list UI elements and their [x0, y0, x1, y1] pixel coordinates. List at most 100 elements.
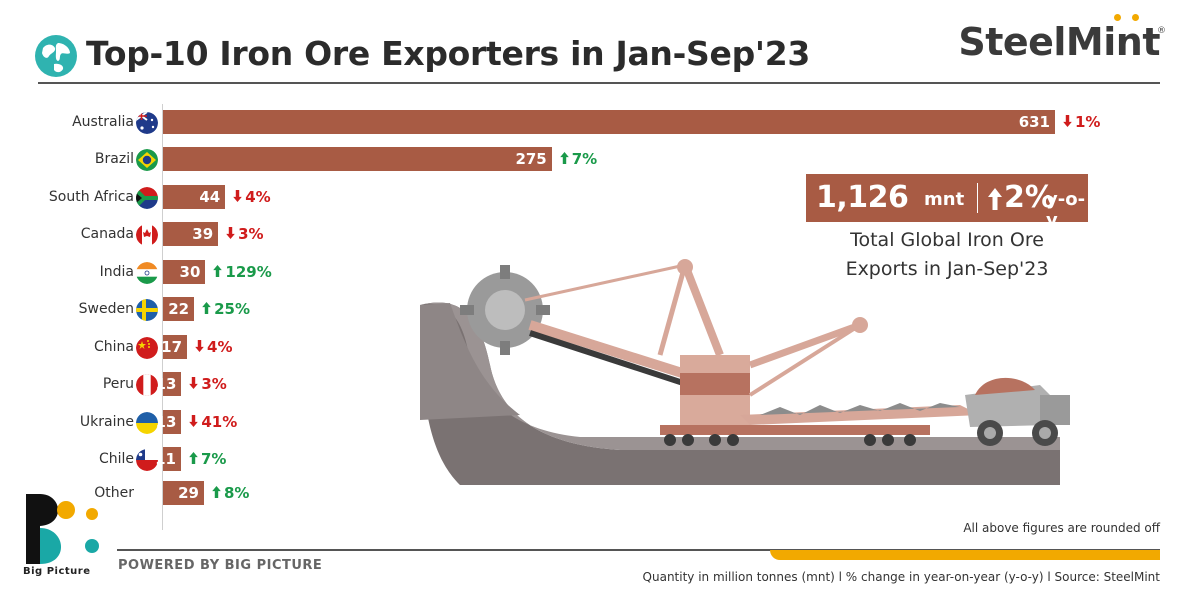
big-picture-logo	[26, 494, 99, 564]
rounding-note: All above figures are rounded off	[963, 521, 1160, 535]
footer-legend: Quantity in million tonnes (mnt) l % cha…	[642, 570, 1160, 584]
bar	[163, 222, 219, 246]
footer-accent-bar	[770, 550, 1160, 560]
bar-row-india: India 30 129%	[0, 260, 1200, 286]
flag-chile-icon	[136, 449, 158, 471]
header-divider	[38, 82, 1160, 84]
bar	[163, 110, 1055, 134]
change-value: 3%	[238, 225, 264, 243]
mining-illustration	[420, 259, 1070, 485]
header: Top-10 Iron Ore Exporters in Jan-Sep'23 …	[0, 0, 1200, 84]
summary-total-value: 1,126	[816, 180, 909, 215]
category-label: Ukraine	[79, 414, 134, 430]
summary-caption-line2: Exports in Jan-Sep'23	[845, 258, 1049, 280]
change-label: 1%	[1063, 113, 1100, 131]
chart-axis-line	[162, 104, 163, 530]
change-label: 3%	[226, 225, 264, 243]
category-label: South Africa	[48, 189, 134, 205]
change-label: 3%	[189, 375, 227, 393]
arrow-down-icon	[195, 340, 204, 352]
bar-row-china: China 17 4%	[0, 335, 1200, 361]
bar-value-label: 17	[161, 338, 183, 356]
bar	[163, 481, 204, 505]
bar	[163, 297, 195, 321]
category-label: Australia	[72, 114, 134, 130]
bar-value-label: 39	[192, 225, 214, 243]
arrow-up-icon	[202, 302, 211, 314]
powered-by-label: POWERED BY BIG PICTURE	[118, 558, 323, 573]
summary-caption-line1: Total Global Iron Ore	[850, 229, 1044, 251]
change-label: 25%	[202, 300, 250, 318]
bar-value-label: 631	[1018, 113, 1050, 131]
category-label: Peru	[102, 376, 134, 392]
bar-value-label: 29	[178, 484, 199, 502]
change-label: 7%	[189, 450, 226, 468]
bar	[163, 447, 181, 471]
bar-value-label: 44	[199, 188, 221, 206]
arrow-down-icon	[1063, 115, 1072, 127]
change-label: 129%	[213, 263, 272, 281]
change-value: 3%	[201, 375, 227, 393]
bar-row-sweden: Sweden 22 25%	[0, 297, 1200, 323]
bar-row-peru: Peru 13 3%	[0, 372, 1200, 398]
bar	[163, 335, 188, 359]
category-label: Canada	[80, 226, 134, 242]
arrow-down-icon	[189, 377, 199, 389]
flag-china-icon	[136, 337, 158, 359]
change-value: 7%	[201, 450, 227, 468]
category-label: Chile	[98, 451, 134, 467]
arrow-up-icon	[988, 188, 1002, 210]
bar-row-australia: Australia 631 1%	[0, 110, 1200, 136]
flag-sweden-icon	[136, 299, 158, 321]
big-picture-label: Big Picture	[23, 566, 91, 577]
flag-peru-icon	[136, 374, 158, 396]
bar-row-ukraine: Ukraine 13 41%	[0, 410, 1200, 436]
brand-logo: SteelMint	[958, 20, 1160, 64]
summary-caption: Total Global Iron Ore Exports in Jan-Sep…	[806, 226, 1088, 284]
bar-chart: Australia 631 1% Brazil 275 7% South Africa 44 4…	[0, 90, 1200, 530]
bar	[163, 372, 182, 396]
summary-box: 1,126 mnt 2% y-o-y	[806, 174, 1088, 231]
arrow-down-icon	[233, 190, 242, 202]
change-value: 4%	[207, 338, 233, 356]
change-value: 8%	[223, 484, 250, 502]
bar-row-chile: Chile 11 7%	[0, 447, 1200, 473]
category-label: Brazil	[94, 151, 134, 167]
arrow-up-icon	[212, 486, 221, 498]
bar-row-south-africa: South Africa 44 4%	[0, 185, 1200, 211]
change-value: 7%	[571, 150, 598, 168]
change-label: 4%	[195, 338, 233, 356]
change-value: 41%	[201, 413, 238, 431]
bar	[163, 260, 206, 284]
bar-value-label: 30	[179, 263, 201, 281]
bar-value-label: 22	[168, 300, 190, 318]
arrow-down-icon	[189, 415, 199, 427]
flag-australia-icon	[136, 112, 158, 134]
category-label: Other	[94, 485, 134, 501]
flag-south-africa-icon	[136, 187, 158, 209]
bar-row-canada: Canada 39 3%	[0, 222, 1200, 248]
category-label: China	[94, 339, 134, 355]
footer-divider	[117, 549, 1160, 551]
summary-change: 2%	[1004, 180, 1055, 215]
bar-value-label: 13	[155, 413, 177, 431]
flag-ukraine-icon	[136, 412, 158, 434]
page-title: Top-10 Iron Ore Exporters in Jan-Sep'23	[86, 34, 811, 73]
brand-dots	[1112, 14, 1142, 24]
summary-separator	[977, 183, 978, 213]
summary-unit: mnt	[924, 189, 965, 210]
summary-change-label: y-o-y	[1046, 189, 1086, 231]
bar-row-other: Other 29 8%	[0, 481, 1200, 507]
change-label: 41%	[189, 413, 237, 431]
brand-registered-mark: ®	[1157, 26, 1166, 36]
bar-value-label: 13	[155, 375, 177, 393]
change-value: 1%	[1075, 113, 1101, 131]
change-label: 8%	[212, 484, 249, 502]
category-label: Sweden	[78, 301, 134, 317]
arrow-up-icon	[559, 152, 569, 164]
globe-icon	[35, 35, 77, 77]
arrow-up-icon	[213, 265, 223, 277]
bar	[163, 147, 552, 171]
bar	[163, 410, 182, 434]
arrow-up-icon	[189, 452, 198, 464]
